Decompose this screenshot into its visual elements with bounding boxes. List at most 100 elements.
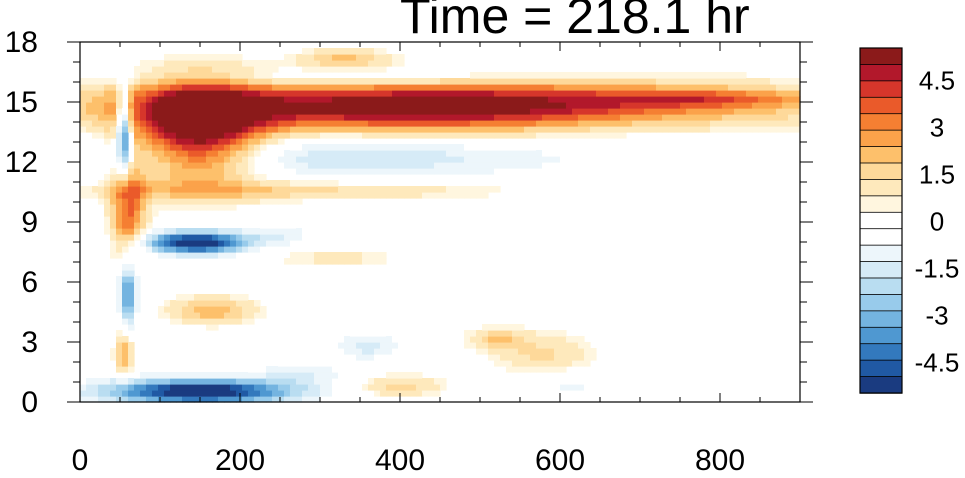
heatmap-cell	[242, 102, 249, 109]
heatmap-cell	[206, 66, 213, 73]
heatmap-cell	[620, 72, 627, 79]
heatmap-cell	[398, 372, 405, 379]
heatmap-cell	[470, 102, 477, 109]
heatmap-cell	[434, 162, 441, 169]
heatmap-cell	[230, 246, 237, 253]
heatmap-cell	[452, 156, 459, 163]
heatmap-cell	[152, 210, 159, 217]
heatmap-cell	[152, 144, 159, 151]
heatmap-cell	[788, 108, 795, 115]
heatmap-cell	[440, 156, 447, 163]
heatmap-cell	[308, 54, 315, 61]
heatmap-cell	[158, 120, 165, 127]
heatmap-cell	[758, 84, 765, 91]
heatmap-cell	[740, 120, 747, 127]
heatmap-cell	[338, 168, 345, 175]
heatmap-cell	[176, 186, 183, 193]
heatmap-cell	[296, 198, 303, 205]
heatmap-cell	[578, 120, 585, 127]
heatmap-cell	[590, 156, 597, 163]
heatmap-cell	[146, 144, 153, 151]
heatmap-cell	[116, 234, 123, 241]
heatmap-cell	[200, 300, 207, 307]
heatmap-cell	[236, 240, 243, 247]
heatmap-cell	[638, 72, 645, 79]
heatmap-cell	[332, 378, 339, 385]
heatmap-cell	[464, 120, 471, 127]
heatmap-cell	[170, 114, 177, 121]
heatmap-cell	[578, 126, 585, 133]
heatmap-cell	[248, 180, 255, 187]
heatmap-cell	[248, 120, 255, 127]
heatmap-cell	[350, 162, 357, 169]
heatmap-cell	[242, 306, 249, 313]
heatmap-cell	[170, 54, 177, 61]
heatmap-cell	[320, 366, 327, 373]
heatmap-cell	[344, 96, 351, 103]
heatmap-cell	[218, 120, 225, 127]
heatmap-cell	[188, 198, 195, 205]
heatmap-cell	[308, 144, 315, 151]
heatmap-cell	[332, 108, 339, 115]
heatmap-cell	[188, 312, 195, 319]
heatmap-cell	[158, 306, 165, 313]
heatmap-cell	[188, 156, 195, 163]
heatmap-cell	[284, 186, 291, 193]
heatmap-cell	[116, 144, 123, 151]
heatmap-cell	[248, 366, 255, 373]
heatmap-cell	[542, 90, 549, 97]
heatmap-cell	[548, 132, 555, 139]
heatmap-cell	[350, 192, 357, 199]
heatmap-cell	[128, 174, 135, 181]
heatmap-cell	[740, 102, 747, 109]
heatmap-cell	[368, 162, 375, 169]
heatmap-cell	[332, 396, 339, 403]
heatmap-cell	[572, 90, 579, 97]
heatmap-cell	[428, 156, 435, 163]
heatmap-cell	[182, 240, 189, 247]
heatmap-cell	[584, 102, 591, 109]
heatmap-cell	[92, 78, 99, 85]
heatmap-cell	[650, 120, 657, 127]
heatmap-cell	[644, 102, 651, 109]
heatmap-cell	[650, 72, 657, 79]
heatmap-cell	[98, 378, 105, 385]
heatmap-cell	[140, 78, 147, 85]
heatmap-cell	[590, 132, 597, 139]
heatmap-cell	[500, 84, 507, 91]
heatmap-cell	[80, 102, 87, 109]
heatmap-cell	[104, 384, 111, 391]
heatmap-cell	[518, 84, 525, 91]
heatmap-cell	[140, 120, 147, 127]
heatmap-cell	[500, 96, 507, 103]
heatmap-cell	[338, 150, 345, 157]
heatmap-cell	[404, 78, 411, 85]
heatmap-cell	[278, 222, 285, 229]
heatmap-cell	[464, 162, 471, 169]
heatmap-cell	[602, 156, 609, 163]
heatmap-cell	[128, 96, 135, 103]
heatmap-cell	[554, 96, 561, 103]
heatmap-cell	[494, 168, 501, 175]
heatmap-cell	[392, 372, 399, 379]
heatmap-cell	[302, 186, 309, 193]
heatmap-cell	[758, 120, 765, 127]
heatmap-cell	[734, 120, 741, 127]
heatmap-cell	[158, 228, 165, 235]
heatmap-cell	[194, 84, 201, 91]
heatmap-cell	[548, 162, 555, 169]
heatmap-cell	[512, 120, 519, 127]
heatmap-cell	[488, 120, 495, 127]
heatmap-cell	[146, 120, 153, 127]
heatmap-cell	[134, 228, 141, 235]
heatmap-cell	[200, 108, 207, 115]
heatmap-cell	[752, 90, 759, 97]
heatmap-cell	[242, 378, 249, 385]
heatmap-cell	[182, 306, 189, 313]
heatmap-cell	[212, 294, 219, 301]
heatmap-cell	[716, 84, 723, 91]
heatmap-cell	[278, 228, 285, 235]
heatmap-cell	[386, 114, 393, 121]
heatmap-cell	[728, 102, 735, 109]
heatmap-cell	[284, 198, 291, 205]
